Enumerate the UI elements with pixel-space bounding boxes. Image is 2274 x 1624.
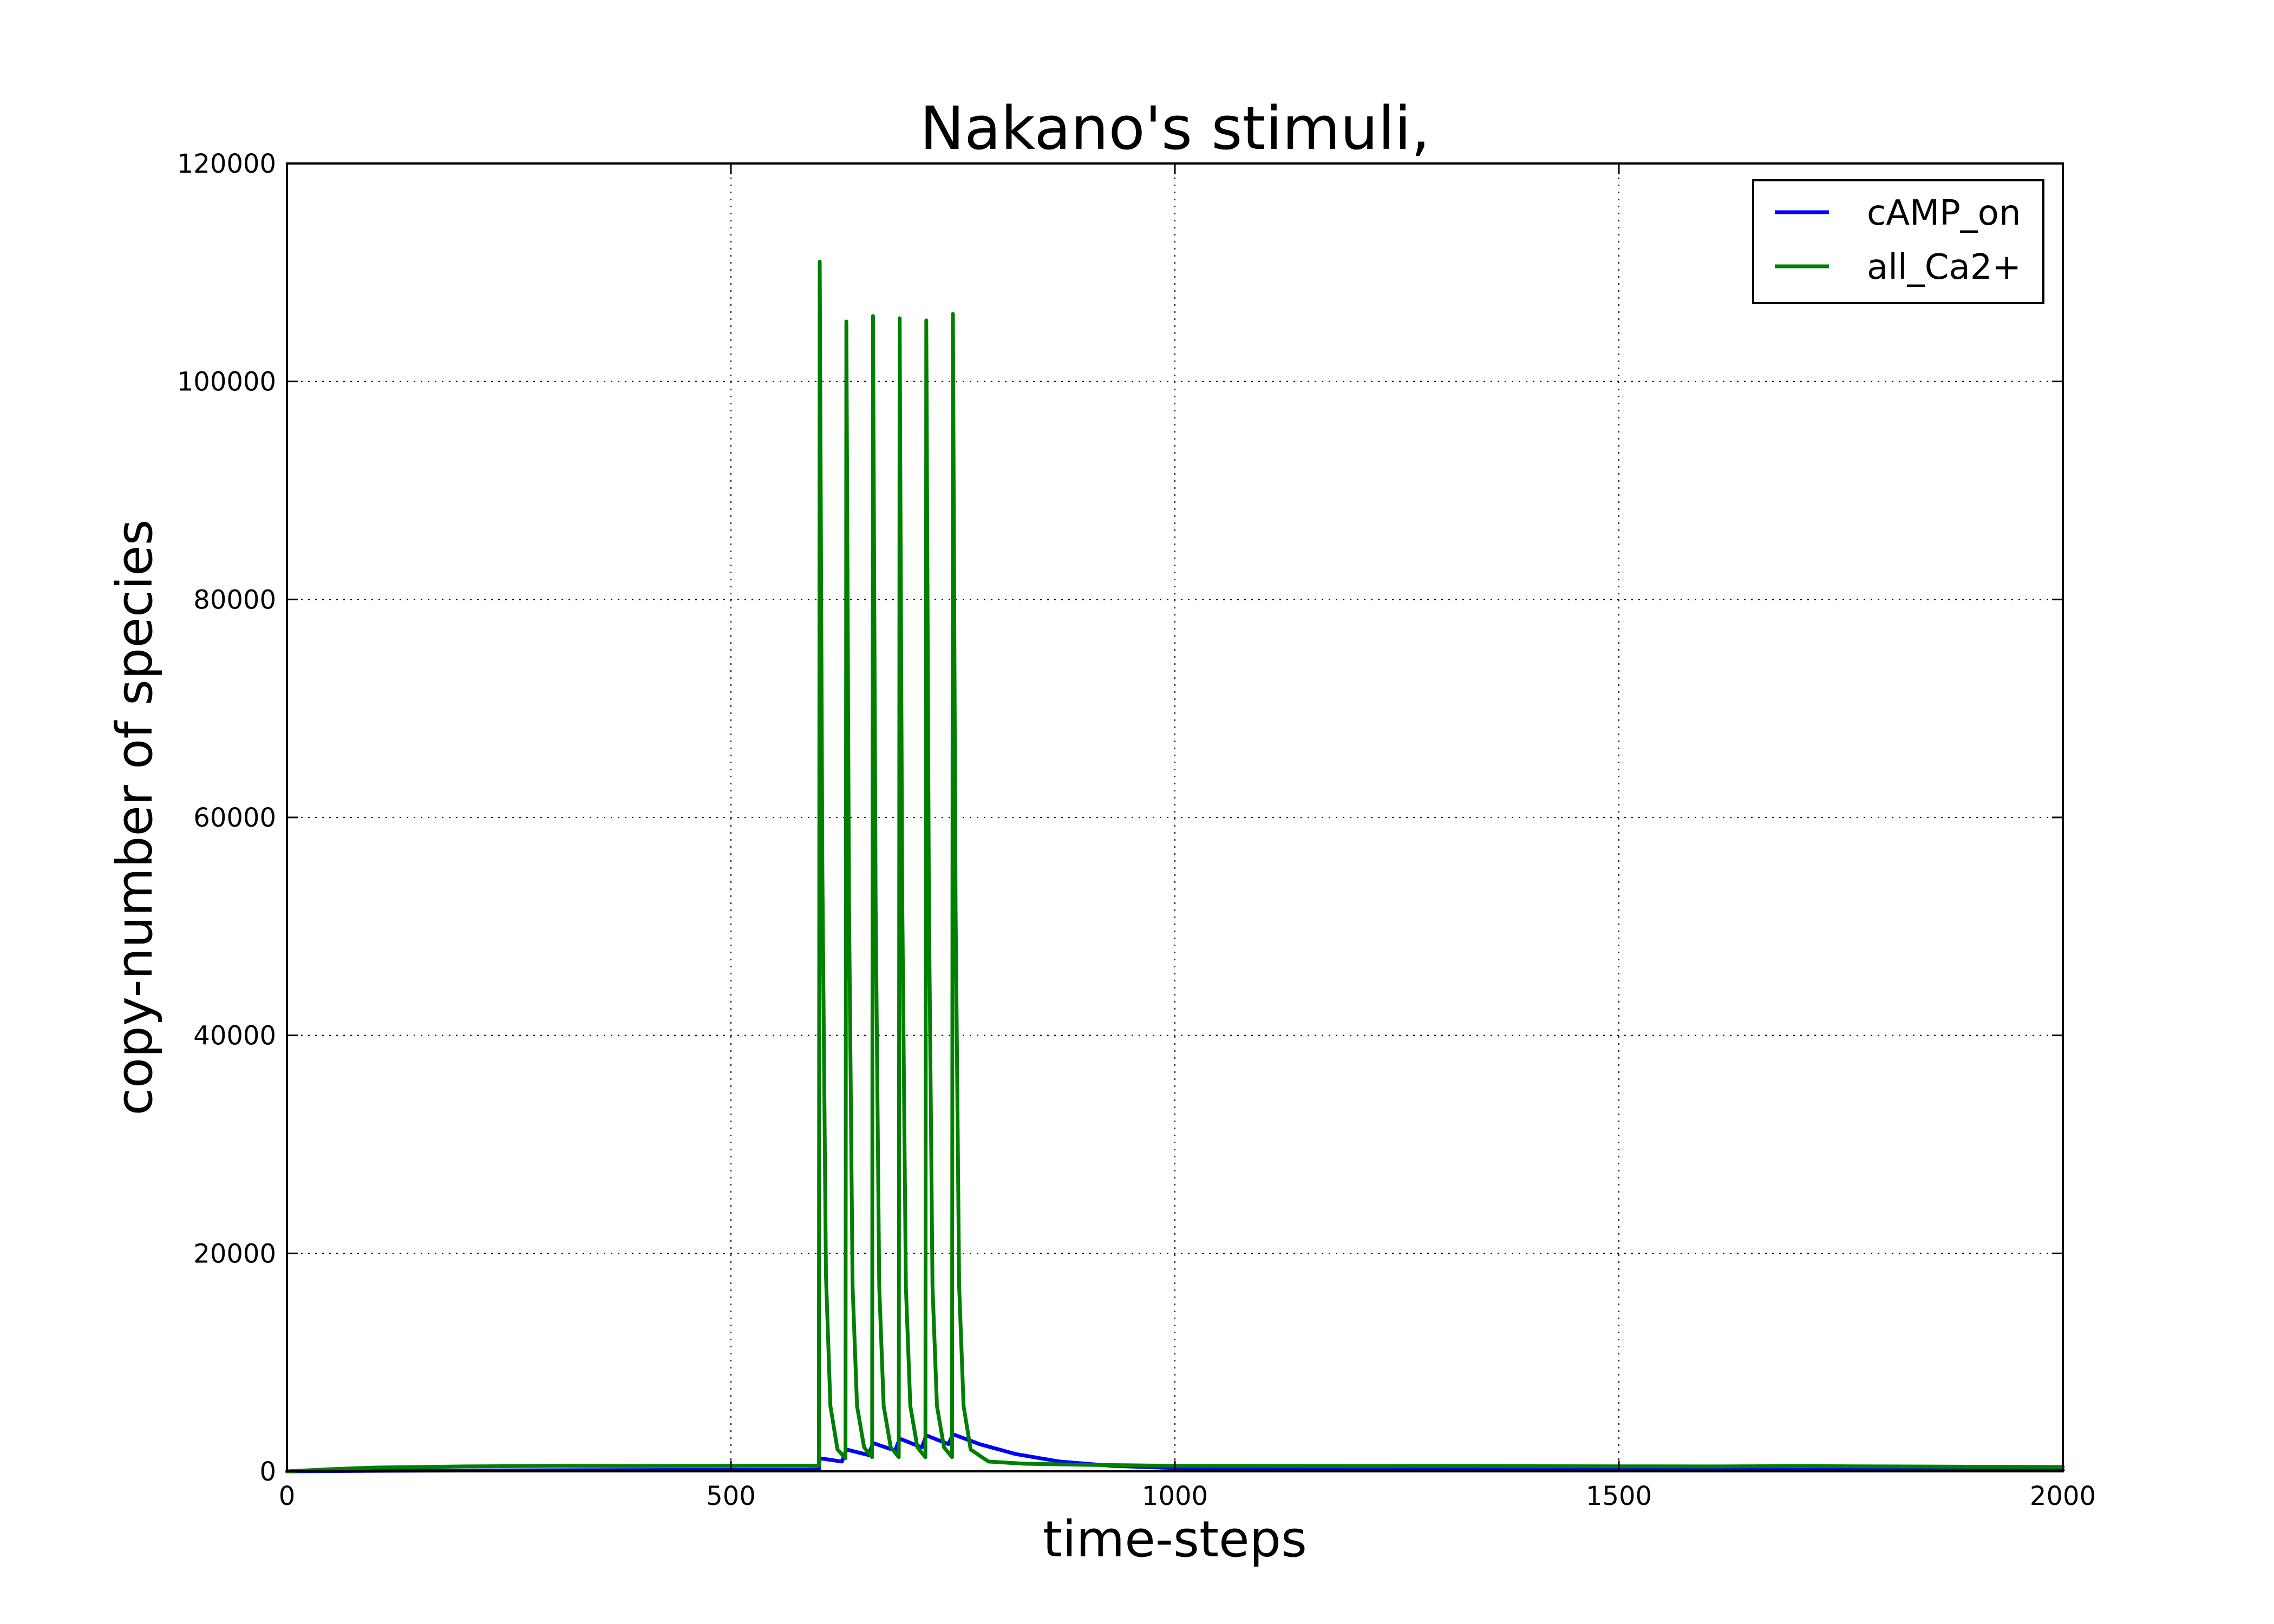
chart-title: Nakano's stimuli, (920, 94, 1430, 163)
y-tick-label: 100000 (177, 367, 276, 397)
y-tick-label: 40000 (193, 1021, 276, 1051)
y-tick-label: 120000 (177, 149, 276, 179)
x-axis-label: time-steps (1043, 1510, 1307, 1568)
y-axis-label: copy-number of species (106, 519, 164, 1115)
series-line-all-ca2 (285, 259, 2065, 1474)
y-tick-label: 20000 (193, 1239, 276, 1269)
legend-label-all-ca2: all_Ca2+ (1867, 247, 2021, 287)
x-tick-label: 500 (706, 1481, 756, 1511)
y-tick-label: 0 (259, 1457, 276, 1487)
x-tick-label: 0 (279, 1481, 296, 1511)
grid (287, 163, 2063, 1471)
legend: cAMP_on all_Ca2+ (1752, 179, 2044, 304)
y-tick-label: 60000 (193, 803, 276, 833)
plot-lines (285, 259, 2065, 1474)
x-tick-label: 1000 (1142, 1481, 1208, 1511)
y-tick-label: 80000 (193, 585, 276, 615)
axis-ticks: 0 500 1000 1500 2000020000400006000080000100… (177, 149, 2096, 1511)
x-tick-label: 1500 (1586, 1481, 1652, 1511)
x-tick-label: 2000 (2030, 1481, 2096, 1511)
legend-label-camp-on: cAMP_on (1867, 193, 2021, 233)
legend-box (1752, 179, 2044, 304)
